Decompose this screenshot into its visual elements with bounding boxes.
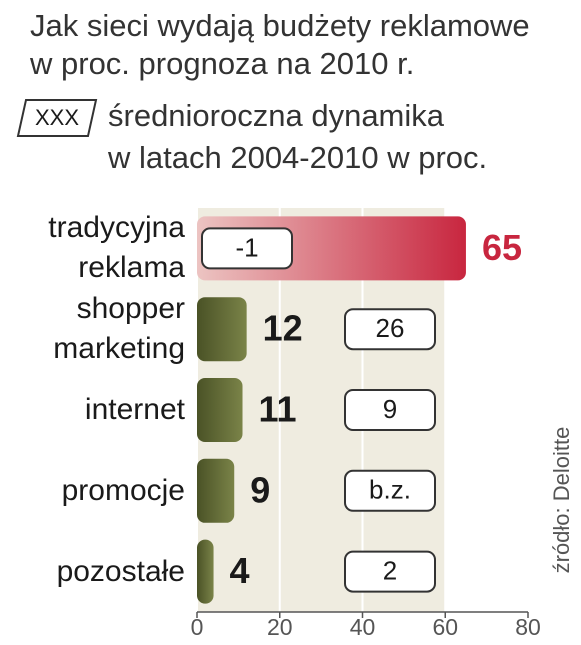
- x-tick-label: 60: [432, 614, 458, 640]
- category-label-box: promocje: [61, 473, 185, 507]
- category-label-box: internet: [84, 393, 185, 426]
- dynamics-label: b.z.: [369, 475, 411, 505]
- x-tick-label: 40: [350, 614, 376, 640]
- bar: [197, 297, 247, 362]
- value-label: 11: [259, 389, 297, 430]
- bar: [197, 539, 214, 604]
- dynamics-label: 26: [376, 313, 405, 343]
- category-label-box: pozostałe: [56, 554, 185, 588]
- y-tick-label: tradycyjna reklama: [48, 211, 185, 285]
- value-label: 12: [263, 308, 303, 349]
- dynamics-box: [344, 550, 436, 593]
- y-tick-label: shopper marketing: [53, 292, 185, 366]
- dynamics-label: 2: [383, 555, 397, 585]
- x-tick-label: 20: [267, 614, 293, 640]
- y-tick-label: internet: [84, 393, 185, 426]
- dynamics-box: [201, 227, 293, 270]
- value-label: 4: [230, 550, 250, 591]
- legend-key: XXX: [35, 105, 79, 130]
- dynamics-label: 9: [383, 394, 397, 424]
- chart-title: Jak sieci wydają budżety reklamowe: [30, 8, 530, 43]
- legend-label: średnioroczna dynamika: [108, 98, 445, 133]
- legend-key-box: [16, 99, 98, 137]
- bar: [197, 458, 235, 523]
- dynamics-box: [344, 389, 436, 431]
- dynamics-label: -1: [235, 232, 258, 262]
- source: źródło: Deloitte: [549, 427, 574, 574]
- y-tick-label: pozostałe: [56, 554, 185, 588]
- category-label-box: tradycyjna reklama: [48, 211, 185, 285]
- dynamics-box: [344, 308, 436, 351]
- x-tick-label: 0: [191, 614, 204, 640]
- dynamics-box: [344, 469, 436, 512]
- legend-label: w latach 2004-2010 w proc.: [107, 140, 487, 175]
- x-tick-label: 80: [515, 614, 541, 640]
- y-tick-label: promocje: [61, 473, 185, 507]
- value-label: 9: [250, 469, 270, 510]
- value-label: 65: [482, 227, 522, 268]
- category-label-box: shopper marketing: [53, 292, 185, 366]
- chart-title: w proc. prognoza na 2010 r.: [29, 46, 414, 81]
- bar: [197, 378, 243, 442]
